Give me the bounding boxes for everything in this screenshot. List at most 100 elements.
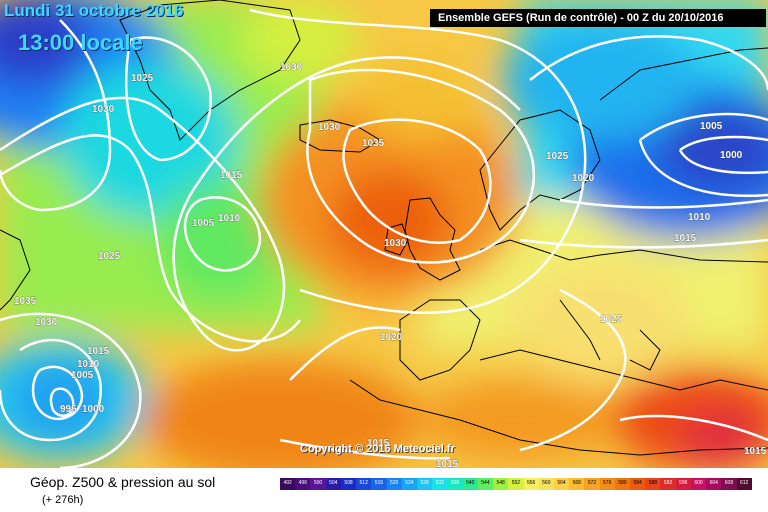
isobar-label: 1030 (280, 62, 303, 73)
legend-tick-label: 496 (298, 480, 307, 486)
isobar-label: 1010 (218, 213, 241, 224)
legend-tick-label: 512 (359, 480, 368, 486)
legend-swatch (432, 478, 448, 490)
legend-tick-label: 520 (389, 480, 399, 486)
legend-tick-label: 540 (466, 480, 475, 486)
legend-swatch (371, 478, 387, 490)
isobar-label: 1015 (436, 459, 459, 468)
legend-swatch (584, 478, 600, 490)
legend-swatch (508, 478, 524, 490)
legend-swatch (538, 478, 554, 490)
legend-swatch (310, 478, 326, 490)
legend-tick-label: 584 (633, 480, 642, 486)
isobar-label: 1025 (98, 251, 121, 262)
legend-swatch (599, 478, 615, 490)
isobars (0, 8, 768, 468)
isobar-label: 1010 (77, 359, 100, 370)
legend-swatch (493, 478, 509, 490)
isobar-label: 1030 (92, 104, 115, 115)
footer-bar: Géop. Z500 & pression au sol (+ 276h) (0, 468, 768, 512)
legend-tick-label: 596 (679, 480, 688, 486)
local-time: 13:00 locale (18, 30, 143, 55)
isobar-label: 1020 (380, 332, 403, 343)
legend-tick-label: 580 (618, 480, 627, 486)
run-info-banner: Ensemble GEFS (Run de contrôle) - 00 Z d… (430, 9, 766, 27)
isobar-label: 1010 (688, 212, 711, 223)
forecast-date: Lundi 31 octobre 2016 (4, 1, 184, 20)
product-title: Géop. Z500 & pression au sol (30, 474, 216, 490)
legend-swatch (569, 478, 585, 490)
legend-swatch (614, 478, 631, 490)
legend-tick-label: 548 (496, 480, 505, 486)
isobar-label: 1015 (220, 170, 243, 181)
legend-tick-label: 508 (344, 480, 353, 486)
isobar-label: 1005 (700, 121, 723, 132)
legend-swatch (675, 478, 691, 490)
isobar-label: 1035 (14, 296, 37, 307)
legend-tick-label: 516 (374, 480, 384, 486)
legend-tick-label: 572 (587, 480, 597, 486)
legend-swatch (690, 478, 707, 490)
isobar-label: 1025 (131, 73, 154, 84)
legend-swatch (401, 478, 417, 490)
legend-tick-label: 536 (450, 480, 460, 486)
legend-tick-label: 560 (542, 480, 551, 486)
isobar-label: 1025 (600, 314, 623, 325)
legend-tick-label: 588 (648, 480, 658, 486)
isobar-label: 1030 (384, 238, 407, 249)
legend-tick-label: 492 (283, 480, 292, 486)
isobar-label: 995 (60, 404, 77, 415)
legend-swatch (523, 478, 539, 490)
legend-swatch (630, 478, 646, 490)
legend-tick-label: 556 (526, 480, 536, 486)
legend-tick-label: 600 (694, 480, 703, 486)
isobar-label: 1000 (82, 404, 105, 415)
isobar-label: 1015 (674, 233, 697, 244)
legend-tick-label: 576 (603, 480, 612, 486)
isobar-label: 1025 (546, 151, 569, 162)
legend-swatch (645, 478, 661, 490)
legend-tick-label: 544 (481, 480, 490, 486)
legend-swatch (660, 478, 676, 490)
legend-tick-label: 532 (435, 480, 444, 486)
isobar-label: 1035 (362, 138, 385, 149)
legend-swatch (325, 478, 341, 490)
legend-tick-label: 568 (572, 480, 581, 486)
legend-tick-label: 504 (329, 480, 338, 486)
legend-swatch (356, 478, 372, 490)
legend-swatch (447, 478, 463, 490)
legend-tick-label: 552 (511, 480, 521, 486)
legend-tick-label: 592 (663, 480, 673, 486)
legend-swatch (340, 478, 357, 490)
legend-tick-label: 528 (420, 480, 429, 486)
isobar-label: 1015 (367, 438, 390, 449)
legend-swatch (416, 478, 433, 490)
color-scale-legend (280, 478, 752, 490)
legend-swatch (462, 478, 478, 490)
legend-swatch (721, 478, 737, 490)
isobar-label: 1030 (35, 317, 58, 328)
isobar-label: 1005 (71, 370, 94, 381)
copyright-notice: Copyright © 2016 Meteociel.fr (300, 443, 455, 455)
isobar-label: 1000 (720, 150, 743, 161)
legend-swatch (553, 478, 570, 490)
map-canvas: 1025 1030 1030 1030 1035 1015 1010 1005 … (0, 0, 768, 468)
legend-tick-label: 604 (709, 480, 718, 486)
isobar-label: 1030 (318, 122, 341, 133)
coastlines (0, 0, 768, 456)
isobar-label: 1015 (87, 346, 110, 357)
legend-swatch (706, 478, 722, 490)
legend-swatch (477, 478, 494, 490)
legend-swatch (295, 478, 311, 490)
legend-tick-label: 524 (405, 480, 414, 486)
legend-tick-label: 500 (313, 480, 323, 486)
isobar-labels: 1025 1030 1030 1030 1035 1015 1010 1005 … (14, 62, 767, 468)
color-scale-ticks: 492 496 500 504 508 512 516 520 524 528 532 536 540 5… (280, 480, 752, 490)
legend-tick-label: 612 (740, 480, 749, 486)
isobar-label: 1005 (192, 218, 215, 229)
legend-swatch (280, 478, 296, 490)
legend-tick-label: 608 (724, 480, 734, 486)
forecast-hours: (+ 276h) (42, 494, 84, 506)
isobar-label: 1015 (744, 446, 767, 457)
